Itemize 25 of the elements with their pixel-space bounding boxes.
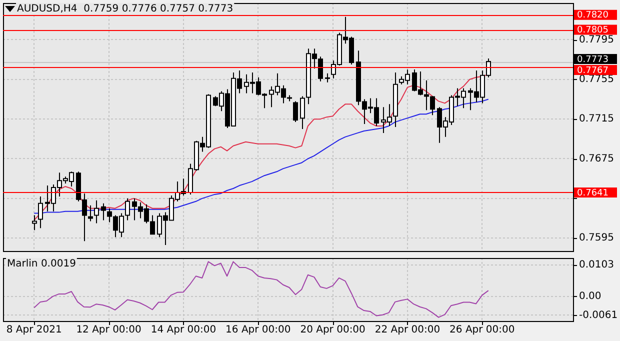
ref-line-label: 0.7767 [577,66,608,76]
y-tick-label: 0.7595 [579,232,614,244]
x-tick-label: 20 Apr 00:00 [300,324,366,336]
candlestick [88,204,93,222]
y-tick-label: 0.00 [579,291,602,302]
y-tick-label: 0.7675 [579,153,614,164]
x-tick-label: 16 Apr 00:00 [226,324,291,336]
y-tick-label: 0.7715 [579,114,614,125]
ref-line-label: 0.7820 [577,10,609,21]
x-tick-label: 22 Apr 00:00 [374,324,440,336]
y-tick-label: 0.7795 [579,34,614,46]
candlestick [293,100,298,123]
y-tick-label: 0.7755 [579,74,614,85]
x-tick-label: 14 Apr 00:00 [150,324,216,336]
ref-line-label: 0.7641 [577,188,608,198]
y-tick-label: 0.0103 [579,259,614,270]
x-tick-label: 26 Apr 00:00 [450,324,515,336]
ref-line-label: 0.7805 [577,26,608,36]
chart-title: AUDUSD,H4 0.7759 0.7776 0.7757 0.7773 [17,4,234,15]
x-tick-label: 8 Apr 2021 [6,324,62,336]
y-tick-label: -0.0061 [579,310,618,321]
ref-line-label: 0.7773 [577,54,608,65]
x-tick-label: 12 Apr 00:00 [76,324,142,336]
candlestick [101,202,106,221]
chart-title: Marlin 0.0019 [7,258,76,270]
